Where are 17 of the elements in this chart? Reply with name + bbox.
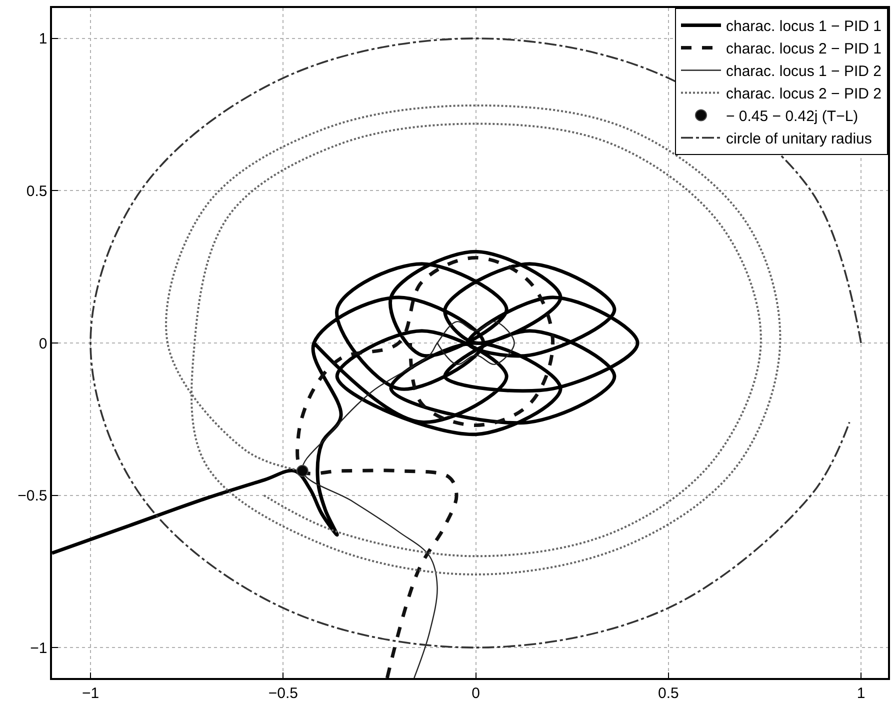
y-tick-label: 0: [38, 335, 48, 352]
legend-label: charac. locus 2 − PID 1: [726, 40, 882, 58]
legend-label: charac. locus 2 − PID 2: [726, 86, 882, 103]
x-tick-label: −0.5: [268, 684, 298, 702]
y-tick-label: −0.5: [18, 488, 48, 505]
y-tick-label: −1: [30, 640, 48, 657]
y-tick-label: 0.5: [26, 182, 48, 200]
legend-label: − 0.45 − 0.42j (T−L): [726, 108, 858, 126]
x-tick-label: 0: [472, 684, 480, 702]
legend-label: circle of unitary radius: [726, 130, 872, 148]
x-tick-label: −1: [82, 684, 100, 702]
legend-label: charac. locus 1 − PID 2: [726, 63, 882, 80]
line-series: [296, 256, 555, 678]
legend-label: charac. locus 1 − PID 1: [726, 18, 882, 36]
x-tick-label: 1: [856, 684, 866, 702]
x-tick-label: 0.5: [658, 684, 679, 702]
y-tick-label: 1: [38, 30, 48, 48]
